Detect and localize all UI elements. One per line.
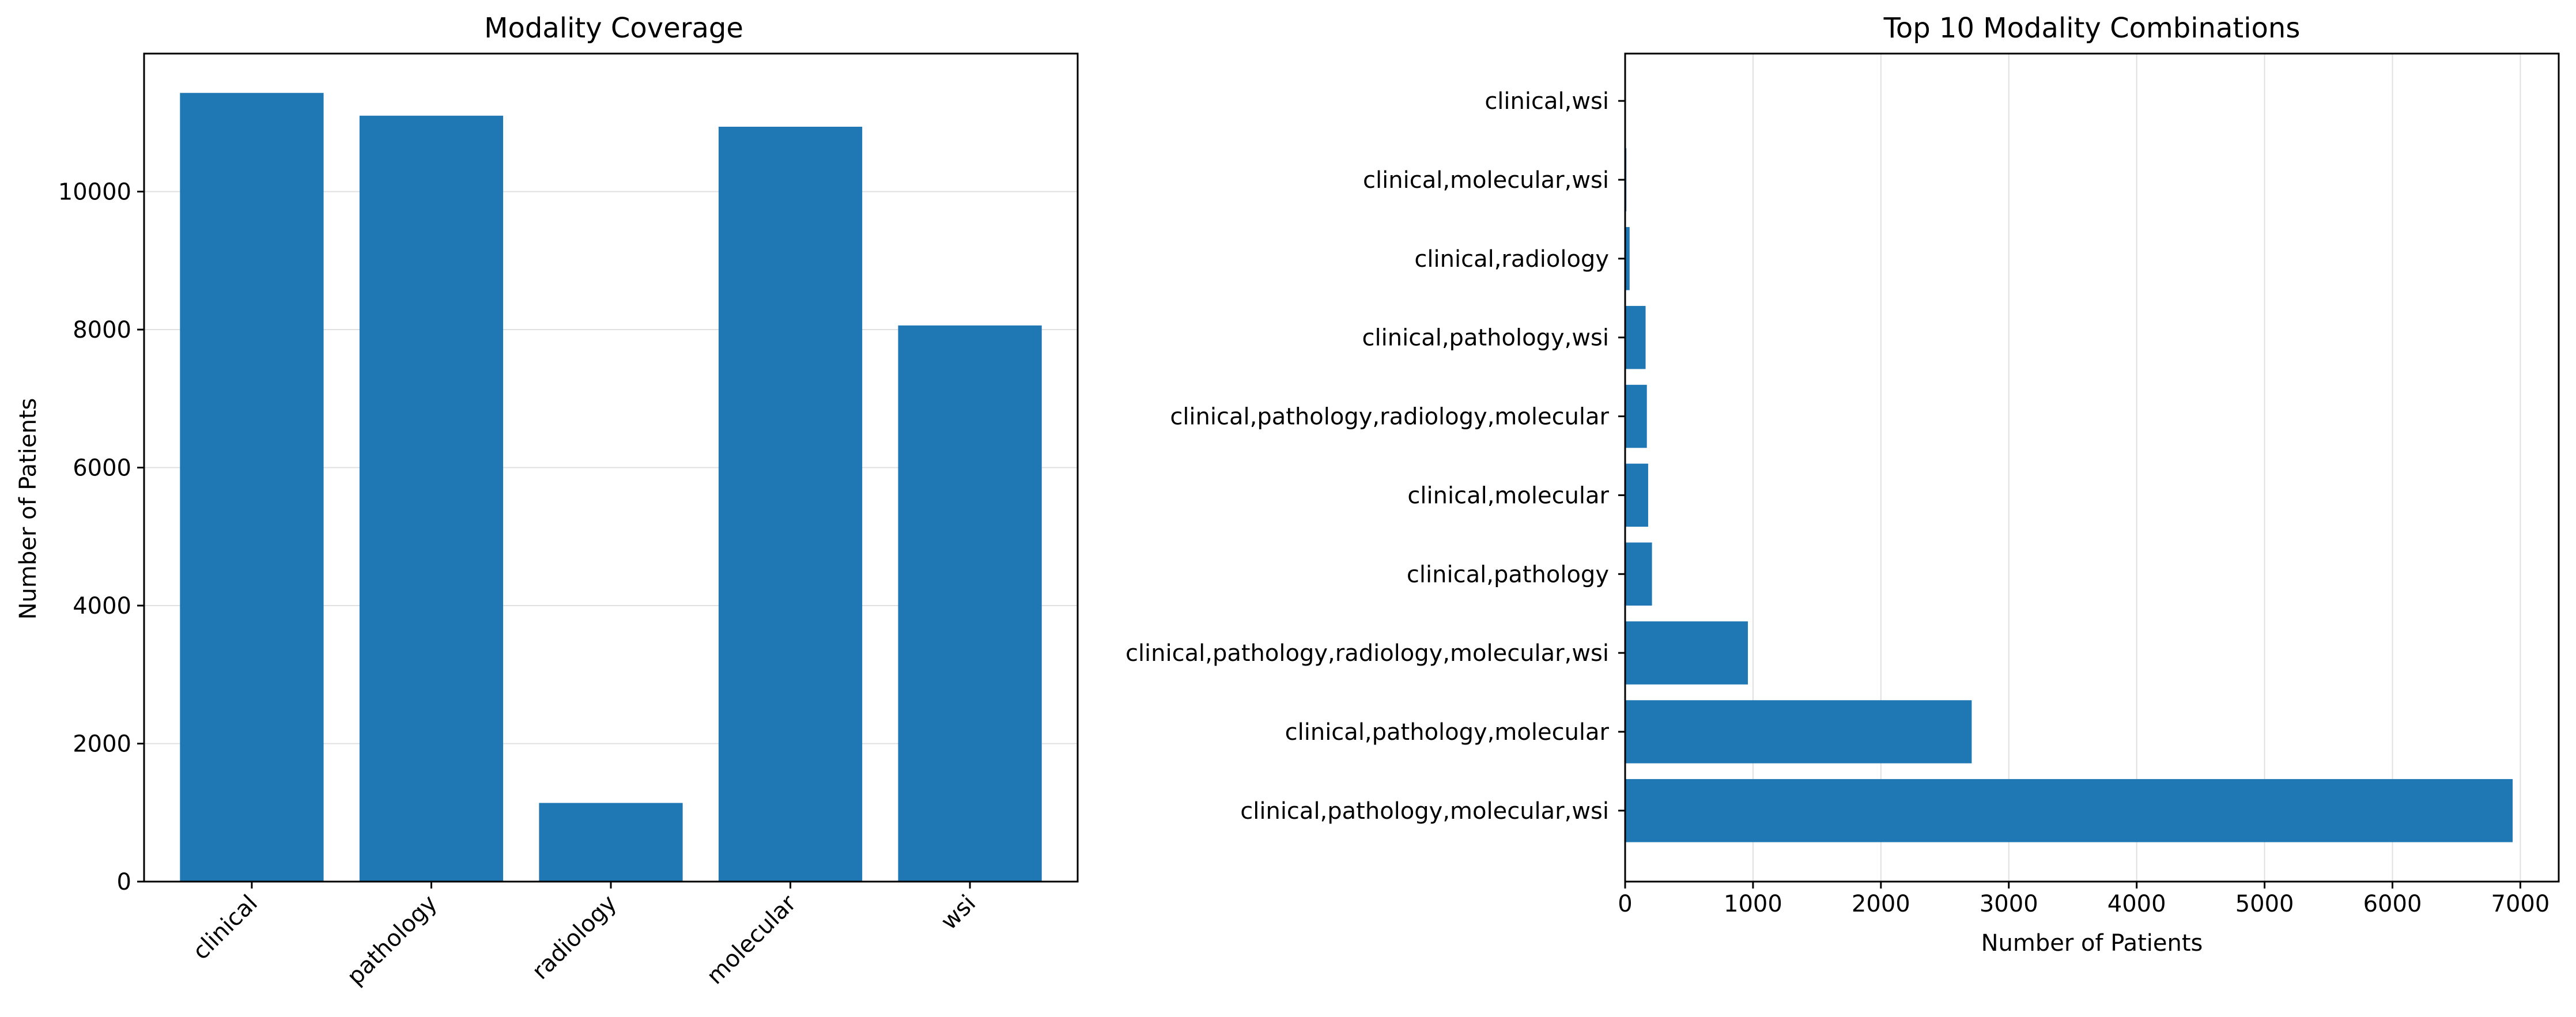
bar-clinical-radiology [1625,227,1630,290]
right-x-tick-label: 0 [1618,891,1632,917]
left-x-tick-label: wsi [936,890,981,935]
right-plot-frame [1624,52,2560,883]
left-x-tick-label: pathology [342,890,443,990]
right-y-tick-label: clinical,molecular,wsi [1363,167,1609,194]
right-y-tick-label: clinical,pathology,wsi [1362,325,1609,351]
bar-molecular [718,126,863,882]
bar-radiology [539,803,683,882]
bar-clinical-pathology-radiology-molecular [1625,384,1647,448]
right-x-tick-label: 5000 [2235,891,2294,917]
left-bars [180,93,1042,882]
left-plot-frame [143,52,1079,883]
modality-coverage-chart: Modality Coverage Number of Patients 0 20… [15,12,1079,990]
left-chart-title: Modality Coverage [484,12,743,44]
right-y-tick-label: clinical,pathology,molecular [1285,719,1610,746]
left-y-ticks: 0 2000 4000 6000 8000 10000 [58,179,144,895]
right-y-tick-label: clinical,molecular [1407,482,1609,509]
right-x-axis-label: Number of Patients [1981,930,2203,956]
bar-clinical-pathology-molecular [1625,700,1972,763]
left-x-ticks: clinical pathology radiology molecular wsi [188,882,981,990]
bar-clinical-pathology [1625,542,1652,606]
right-chart-title: Top 10 Modality Combinations [1883,12,2301,44]
right-x-tick-label: 6000 [2363,891,2422,917]
right-y-tick-label: clinical,wsi [1485,88,1609,115]
left-y-tick-label: 6000 [73,455,131,482]
left-x-tick-label: molecular [702,890,802,989]
right-x-tick-label: 4000 [2107,891,2166,917]
right-x-tick-label: 3000 [1980,891,2038,917]
right-x-tick-label: 7000 [2491,891,2550,917]
left-x-tick-label: clinical [188,890,263,965]
right-y-tick-label: clinical,radiology [1414,246,1609,273]
bar-pathology [359,115,504,882]
bar-clinical-pathology-wsi [1625,305,1646,369]
right-y-tick-label: clinical,pathology,radiology,molecular,w… [1125,640,1609,667]
right-x-tick-label: 2000 [1852,891,1910,917]
left-y-tick-label: 2000 [73,731,131,758]
right-bars [1625,69,2513,842]
bar-clinical [180,93,324,882]
bar-clinical-pathology-molecular-wsi [1625,779,2513,842]
right-y-tick-label: clinical,pathology,molecular,wsi [1240,798,1609,825]
right-x-ticks: 0 1000 2000 3000 4000 5000 6000 7000 [1618,882,2549,917]
top-combinations-chart: Top 10 Modality Combinations Number of P… [1125,12,2560,956]
left-y-tick-label: 8000 [73,317,131,343]
right-x-tick-label: 1000 [1724,891,1782,917]
bar-wsi [898,325,1042,882]
left-x-tick-label: radiology [527,890,622,985]
bar-clinical-pathology-radiology-molecular-wsi [1625,621,1748,685]
right-y-ticks: clinical,pathology,molecular,wsi clinical… [1125,88,1625,825]
left-y-axis-label: Number of Patients [15,398,41,620]
left-y-tick-label: 0 [117,869,131,895]
left-y-tick-label: 10000 [58,179,131,206]
right-y-tick-label: clinical,pathology [1407,561,1609,588]
bar-clinical-molecular [1625,463,1648,527]
left-y-tick-label: 4000 [73,593,131,619]
right-y-tick-label: clinical,pathology,radiology,molecular [1170,404,1609,430]
